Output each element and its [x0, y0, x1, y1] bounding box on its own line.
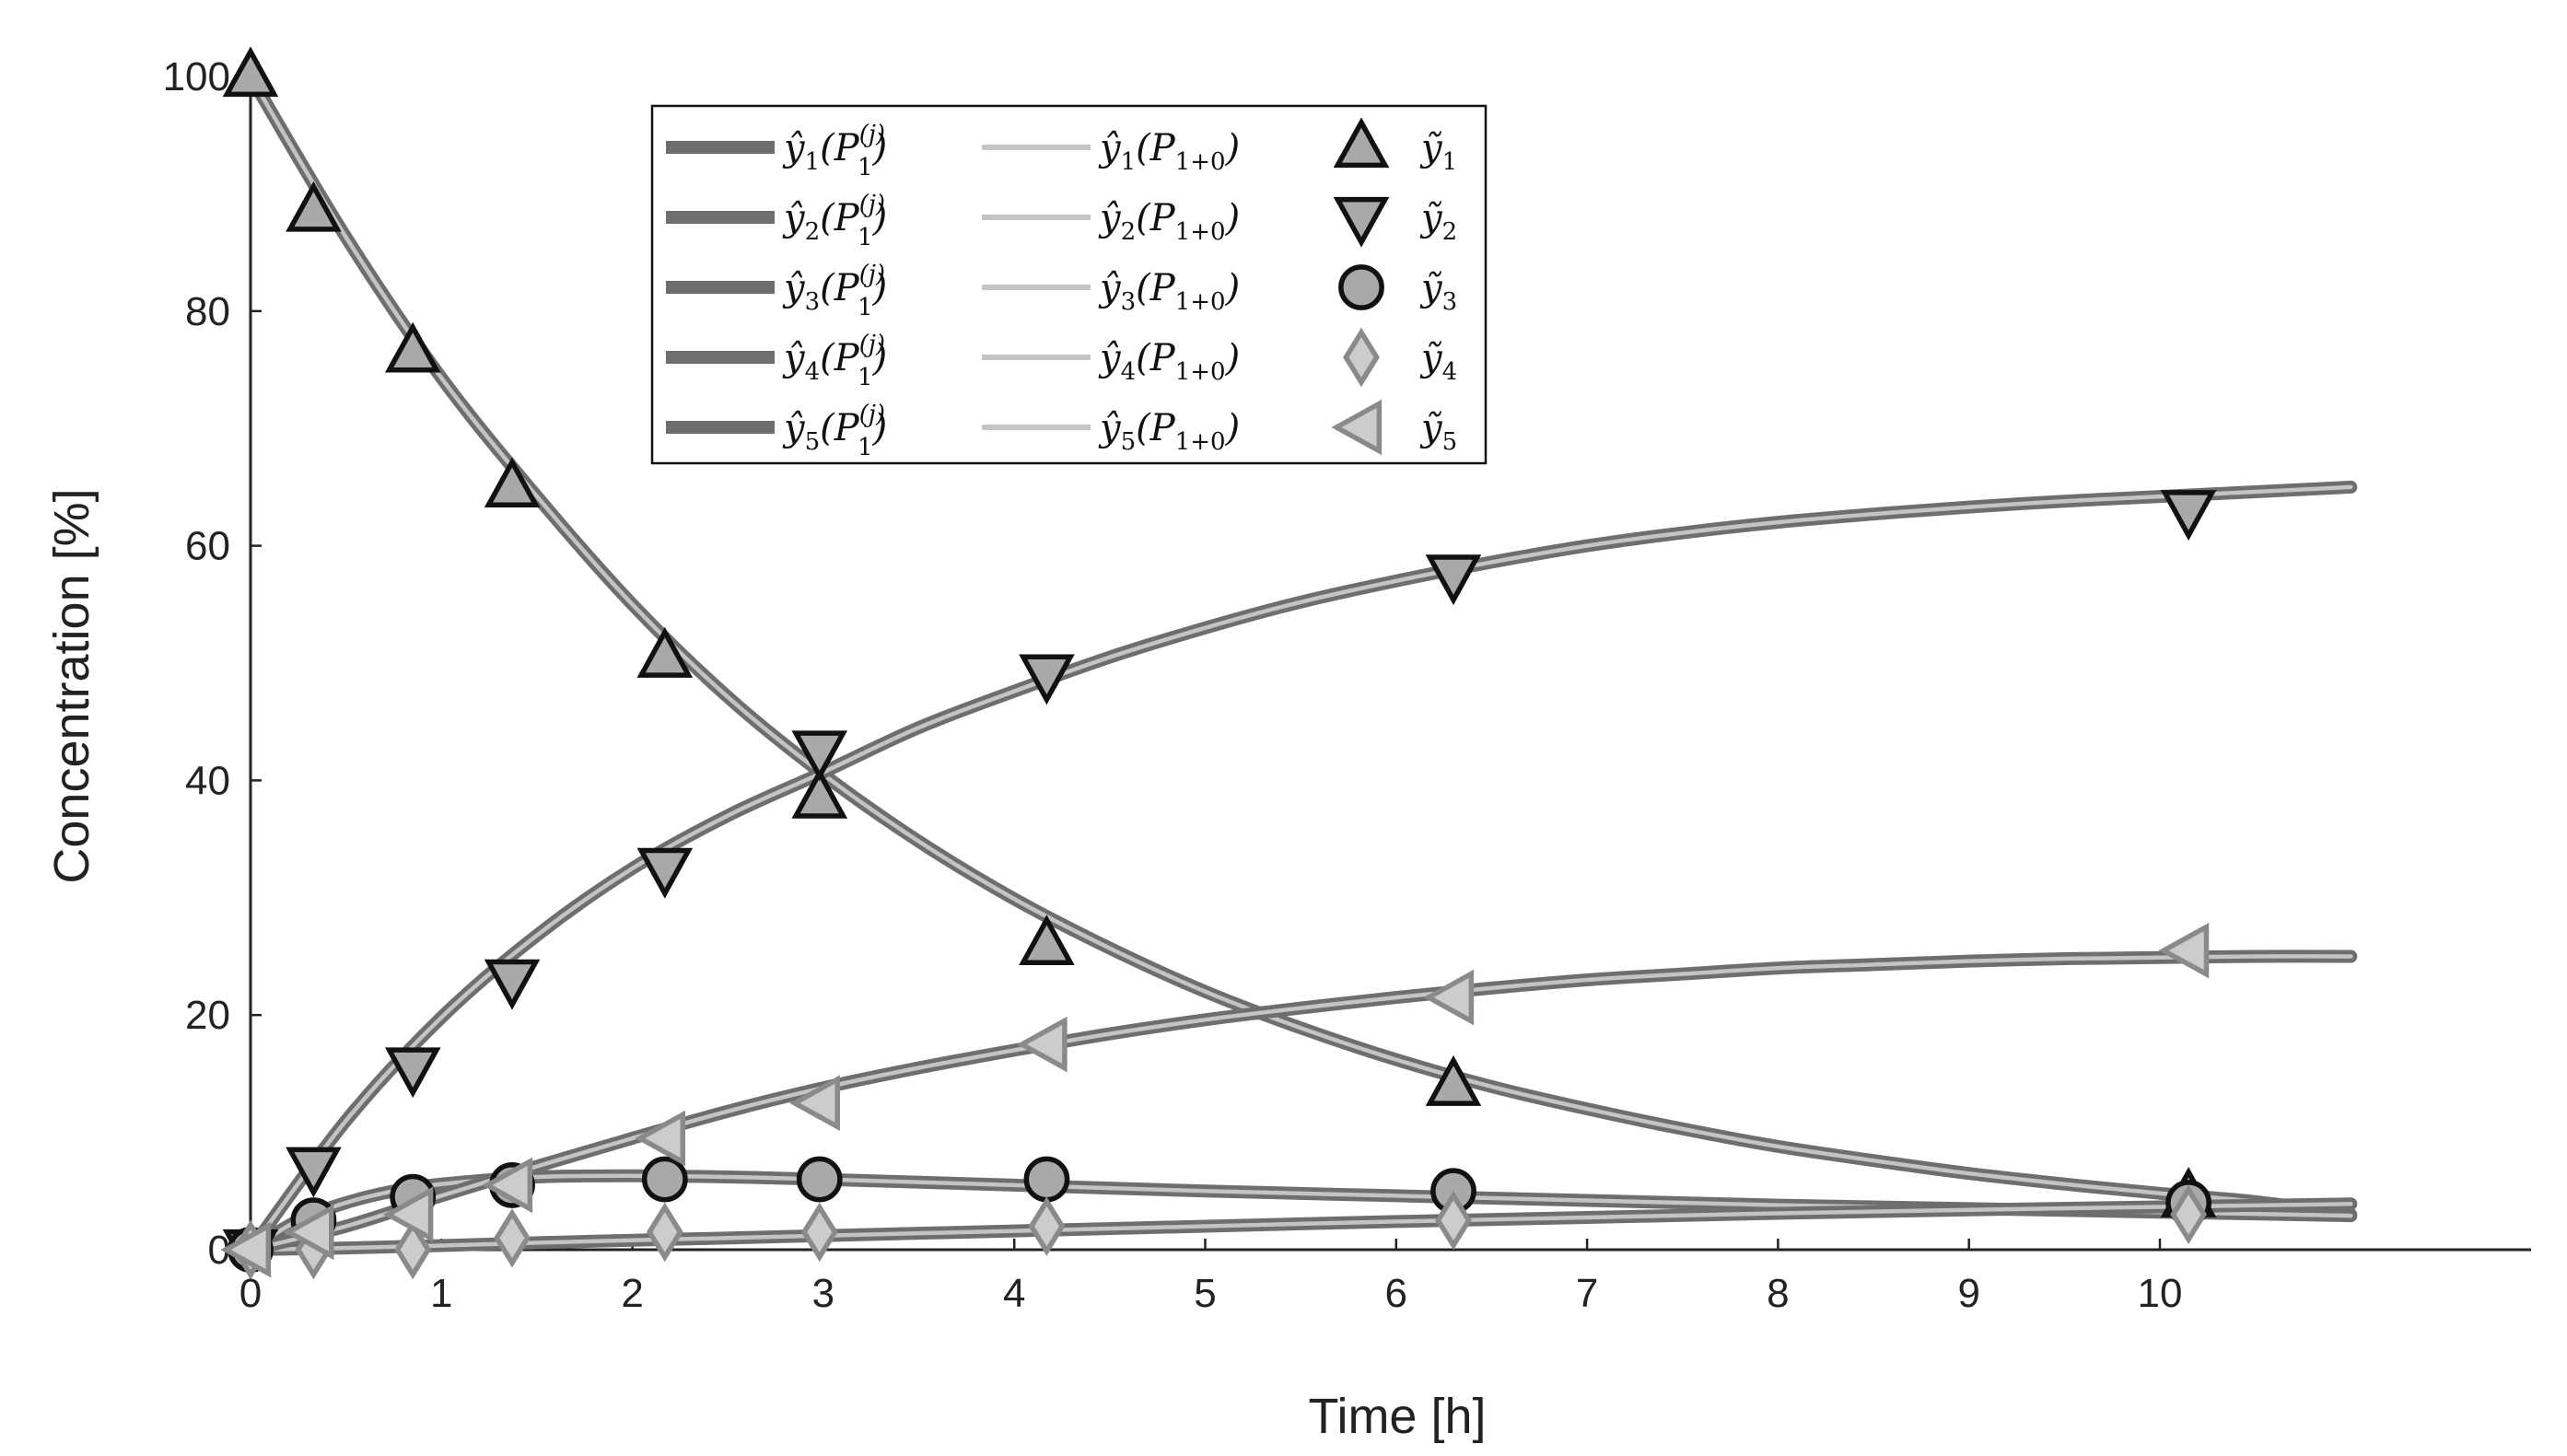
- legend-label-measured: ỹ1: [1419, 127, 1457, 176]
- marker-y1: [484, 457, 541, 508]
- legend-marker-y1: [1333, 117, 1390, 169]
- x-tick-label: 1: [430, 1271, 452, 1316]
- y-tick-label: 100: [163, 54, 230, 99]
- x-axis-title: Time [h]: [1308, 1389, 1486, 1444]
- marker-y2: [791, 730, 848, 782]
- marker-y1: [1019, 914, 1075, 965]
- legend-label-fit-light: ŷ2(P1+0): [1098, 197, 1240, 246]
- legend-marker-y2: [1333, 196, 1390, 248]
- x-tick-label: 9: [1957, 1271, 1979, 1316]
- legend-label-measured: ỹ5: [1419, 407, 1457, 456]
- marker-y4: [646, 1202, 683, 1263]
- y-tick-label: 60: [185, 524, 230, 569]
- x-tick-label: 2: [621, 1271, 643, 1316]
- x-tick-label: 5: [1194, 1271, 1216, 1316]
- y-tick-label: 20: [185, 993, 230, 1038]
- marker-y5: [635, 1110, 686, 1167]
- marker-y4: [1435, 1190, 1472, 1251]
- marker-y4: [494, 1208, 531, 1268]
- x-tick-label: 8: [1767, 1271, 1789, 1316]
- marker-y2: [1425, 554, 1482, 606]
- legend-marker-y3: [1338, 264, 1384, 310]
- marker-y5: [2158, 922, 2210, 979]
- marker-y4: [1028, 1196, 1066, 1256]
- marker-y4: [2170, 1184, 2208, 1245]
- fit-curve-light-y5: [248, 954, 2353, 1252]
- legend-label-fit-dark: ŷ4(P(j) 1): [782, 331, 887, 391]
- marker-y4: [800, 1202, 838, 1263]
- x-tick-label: 3: [812, 1271, 834, 1316]
- marker-y3: [796, 1156, 843, 1203]
- x-tick-label: 7: [1576, 1271, 1598, 1316]
- marker-y2: [2160, 490, 2217, 542]
- marker-y5: [220, 1221, 272, 1278]
- marker-y5: [382, 1186, 434, 1243]
- legend-label-measured: ỹ2: [1419, 197, 1457, 246]
- marker-y4: [394, 1219, 432, 1280]
- y-tick-label: 80: [185, 289, 230, 334]
- marker-y1: [636, 626, 694, 678]
- marker-y2: [286, 1147, 342, 1198]
- legend-marker-y4: [1343, 327, 1380, 388]
- marker-y5: [482, 1157, 533, 1214]
- marker-y1: [791, 767, 848, 819]
- legend-label-fit-dark: ŷ3(P(j) 1): [782, 261, 887, 321]
- legend-label-fit-light: ŷ4(P1+0): [1098, 337, 1240, 386]
- marker-y5: [1423, 969, 1475, 1026]
- legend: ŷ1(P(j) 1) ŷ1(P1+0) ỹ1 ŷ2(P(j) 1) ŷ2(P1+0) ỹ2 ŷ3…: [650, 104, 1488, 465]
- marker-y2: [484, 959, 541, 1010]
- marker-y3: [641, 1156, 688, 1203]
- legend-label-fit-dark: ŷ2(P(j) 1): [782, 191, 887, 251]
- marker-y2: [1019, 654, 1075, 705]
- marker-y2: [384, 1047, 441, 1099]
- marker-y5: [789, 1075, 840, 1132]
- legend-label-measured: ỹ4: [1419, 337, 1457, 386]
- legend-marker-y5: [1331, 399, 1383, 456]
- legend-label-fit-dark: ŷ5(P(j) 1): [782, 401, 887, 461]
- legend-label-fit-light: ŷ5(P1+0): [1098, 407, 1240, 456]
- x-tick-label: 4: [1003, 1271, 1025, 1316]
- y-tick-label: 40: [185, 758, 230, 803]
- marker-y5: [283, 1204, 334, 1261]
- y-axis-title: Concentration [%]: [44, 488, 99, 883]
- marker-y3: [1023, 1156, 1070, 1203]
- marker-y1: [1425, 1054, 1482, 1106]
- fit-curve-light-y1: [248, 74, 2353, 1217]
- fit-curve-light-y2: [248, 484, 2353, 1252]
- x-tick-label: 10: [2138, 1271, 2183, 1316]
- marker-y1: [384, 321, 441, 373]
- marker-y5: [1016, 1016, 1068, 1073]
- legend-label-fit-light: ŷ1(P1+0): [1098, 127, 1240, 176]
- marker-y1: [286, 181, 342, 232]
- x-tick-label: 6: [1385, 1271, 1407, 1316]
- marker-y2: [636, 847, 694, 899]
- marker-y1: [222, 46, 279, 98]
- measured-markers: [220, 46, 2217, 1280]
- legend-label-measured: ỹ3: [1419, 267, 1457, 316]
- legend-label-fit-dark: ŷ1(P(j) 1): [782, 121, 887, 181]
- legend-label-fit-light: ŷ3(P1+0): [1098, 267, 1240, 316]
